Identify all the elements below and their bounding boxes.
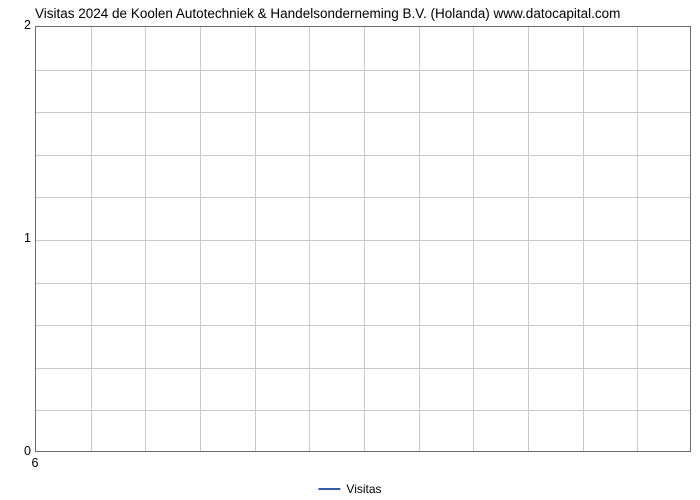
gridline-vertical bbox=[473, 27, 474, 451]
chart-title: Visitas 2024 de Koolen Autotechniek & Ha… bbox=[35, 6, 620, 21]
gridline-vertical bbox=[145, 27, 146, 451]
gridline-vertical bbox=[419, 27, 420, 451]
legend-line-swatch bbox=[318, 488, 340, 490]
legend-label: Visitas bbox=[346, 482, 381, 496]
legend: Visitas bbox=[318, 482, 381, 496]
gridline-horizontal bbox=[36, 197, 690, 198]
gridline-horizontal bbox=[36, 112, 690, 113]
y-tick-label: 1 bbox=[10, 231, 31, 245]
gridline-vertical bbox=[255, 27, 256, 451]
gridline-horizontal bbox=[36, 155, 690, 156]
y-tick-label: 0 bbox=[10, 444, 31, 458]
plot-area bbox=[35, 26, 691, 452]
y-tick-label: 2 bbox=[10, 18, 31, 32]
gridline-horizontal bbox=[36, 410, 690, 411]
gridline-vertical bbox=[583, 27, 584, 451]
gridline-vertical bbox=[91, 27, 92, 451]
gridline-vertical bbox=[364, 27, 365, 451]
gridline-vertical bbox=[309, 27, 310, 451]
gridline-horizontal bbox=[36, 283, 690, 284]
gridline-vertical bbox=[637, 27, 638, 451]
gridline-horizontal bbox=[36, 368, 690, 369]
gridline-vertical bbox=[200, 27, 201, 451]
x-tick-label: 6 bbox=[32, 456, 39, 470]
gridline-horizontal bbox=[36, 325, 690, 326]
gridline-vertical bbox=[528, 27, 529, 451]
gridline-horizontal bbox=[36, 240, 690, 241]
chart-container: Visitas 2024 de Koolen Autotechniek & Ha… bbox=[0, 0, 700, 500]
gridline-horizontal bbox=[36, 70, 690, 71]
